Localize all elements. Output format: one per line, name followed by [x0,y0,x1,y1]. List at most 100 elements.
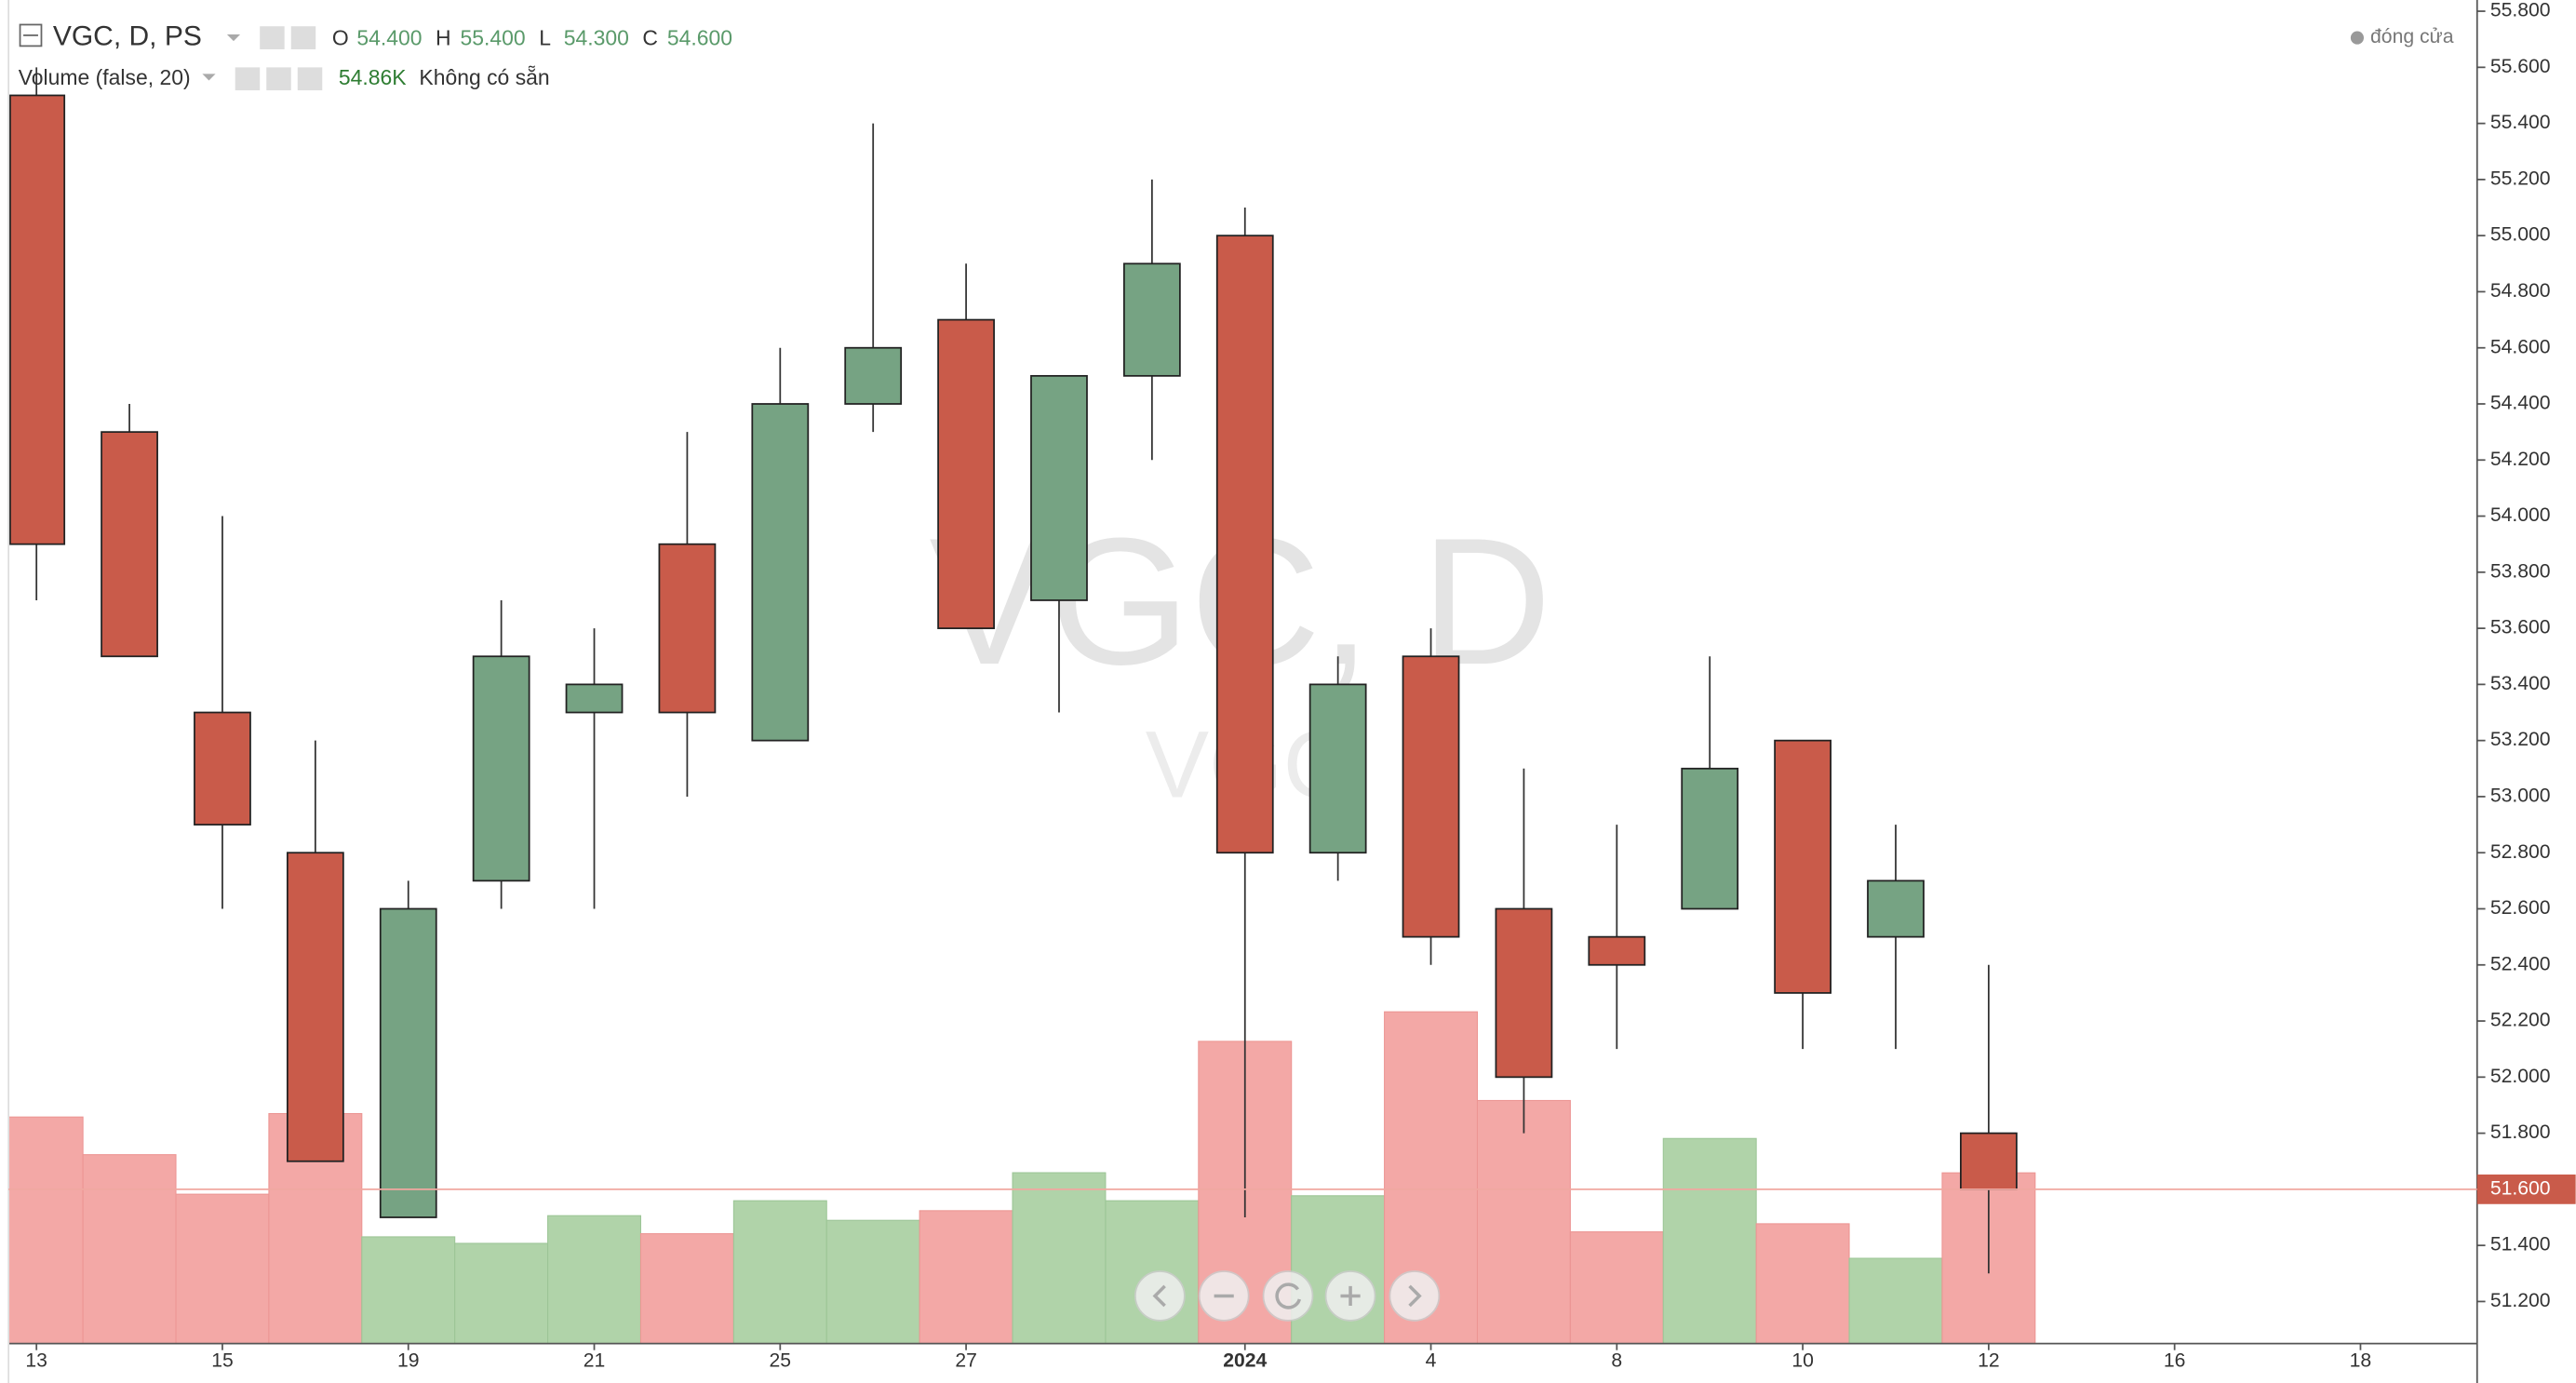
x-tick-label: 16 [2164,1350,2186,1372]
ohlc-key: O [332,25,349,49]
y-tick-label: 51.800 [2490,1121,2551,1143]
last-price-label: 51.600 [2490,1177,2551,1199]
volume-bar [1755,1223,1850,1345]
candle-body [101,431,158,658]
ohlc-header: O 54.400 H 55.400 L 54.300 C 54.600 [332,25,732,49]
eye-icon[interactable] [235,67,261,91]
candle-body [1308,683,1367,854]
scroll-right-button[interactable] [1389,1270,1441,1322]
volume-bar [1848,1257,1943,1345]
ohlc-key: L [539,25,551,49]
volume-bar [7,1116,84,1345]
ohlc-key: H [436,25,451,49]
candle-body [1774,739,1831,994]
scroll-left-button[interactable] [1134,1270,1186,1322]
candle-body [1122,262,1181,377]
left-glyph [1152,1284,1166,1308]
plus-glyph [1340,1285,1361,1307]
x-tick-label: 4 [1426,1350,1437,1372]
volume-title: Volume (false, 20) [19,65,191,89]
y-tick-label: 55.000 [2490,224,2551,246]
collapse-icon[interactable] [19,23,43,47]
dropdown-arrow[interactable] [202,74,216,81]
y-tick-label: 53.400 [2490,673,2551,694]
dropdown-arrow[interactable] [226,34,241,42]
y-tick-label: 53.200 [2490,729,2551,750]
zoom-controls [1134,1270,1441,1322]
volume-bar [1662,1137,1757,1345]
y-tick-label: 52.200 [2490,1010,2551,1031]
y-tick-label: 51.400 [2490,1234,2551,1255]
y-tick-label: 53.000 [2490,785,2551,807]
legend-dot [2350,31,2364,45]
candle-body [1588,935,1646,966]
y-tick-label: 55.800 [2490,0,2551,21]
legend-close: đóng cửa [2370,26,2454,47]
candle-body [937,318,995,629]
y-tick-label: 54.800 [2490,280,2551,302]
reset-glyph [1275,1282,1302,1309]
volume-bar [547,1215,642,1345]
ohlc-value: 54.600 [667,25,732,49]
symbol-title: VGC, D, PS [53,21,202,52]
volume-bar [825,1219,920,1345]
y-tick-label: 54.400 [2490,393,2551,414]
y-tick-label: 52.800 [2490,841,2551,863]
volume-bar [175,1193,270,1345]
eye-icon[interactable] [260,26,285,49]
volume-bar [82,1154,177,1345]
y-tick-label: 53.600 [2490,617,2551,638]
reset-button[interactable] [1262,1270,1314,1322]
ohlc-value: 55.400 [461,25,526,49]
x-tick-label: 27 [955,1350,977,1372]
y-tick-label: 55.600 [2490,56,2551,77]
zoom-glyphs [1152,1282,1422,1309]
volume-bar [1291,1195,1386,1345]
ohlc-value: 54.300 [564,25,629,49]
x-tick-label: 10 [1791,1350,1814,1372]
volume-status: Không có sẵn [419,65,549,89]
y-tick-label: 53.800 [2490,560,2551,582]
y-tick-label: 54.600 [2490,336,2551,357]
ohlc-key: C [642,25,658,49]
volume-bar [639,1233,734,1345]
y-tick-label: 55.200 [2490,168,2551,189]
candle-body [1495,907,1553,1079]
last-price-box [2476,1174,2576,1204]
right-glyph [1408,1284,1422,1308]
candle-body [658,543,717,714]
candle-body [565,683,624,714]
volume-bar [732,1200,827,1345]
y-tick-label: 52.000 [2490,1066,2551,1087]
candle-body [1681,767,1739,910]
volume-bar [1569,1231,1664,1345]
x-tick-label: 15 [211,1350,234,1372]
candle-body [1867,879,1925,938]
x-tick-label: 21 [584,1350,606,1372]
volume-bar [1476,1099,1571,1345]
close-icon[interactable] [297,67,323,91]
candle-body [286,852,344,1162]
volume-bar [454,1242,549,1345]
volume-bar [361,1236,456,1345]
y-tick-label: 52.600 [2490,897,2551,919]
candle-body [1959,1132,2018,1190]
settings-icon[interactable] [290,26,316,49]
candle-body [1402,655,1460,938]
x-tick-label: 12 [1978,1350,2000,1372]
x-tick-label: 19 [397,1350,420,1372]
ohlc-value: 54.400 [356,25,422,49]
candle-body [1215,235,1274,854]
candle-body [194,711,251,826]
candle-body [379,907,437,1218]
x-tick-label: 8 [1611,1350,1622,1372]
y-tick-label: 52.400 [2490,953,2551,974]
volume-bar [919,1210,1013,1345]
candle-body [9,94,66,545]
settings-icon[interactable] [266,67,291,91]
x-tick-label: 2024 [1223,1350,1267,1372]
x-tick-label: 13 [25,1350,47,1372]
candle-body [844,346,903,405]
